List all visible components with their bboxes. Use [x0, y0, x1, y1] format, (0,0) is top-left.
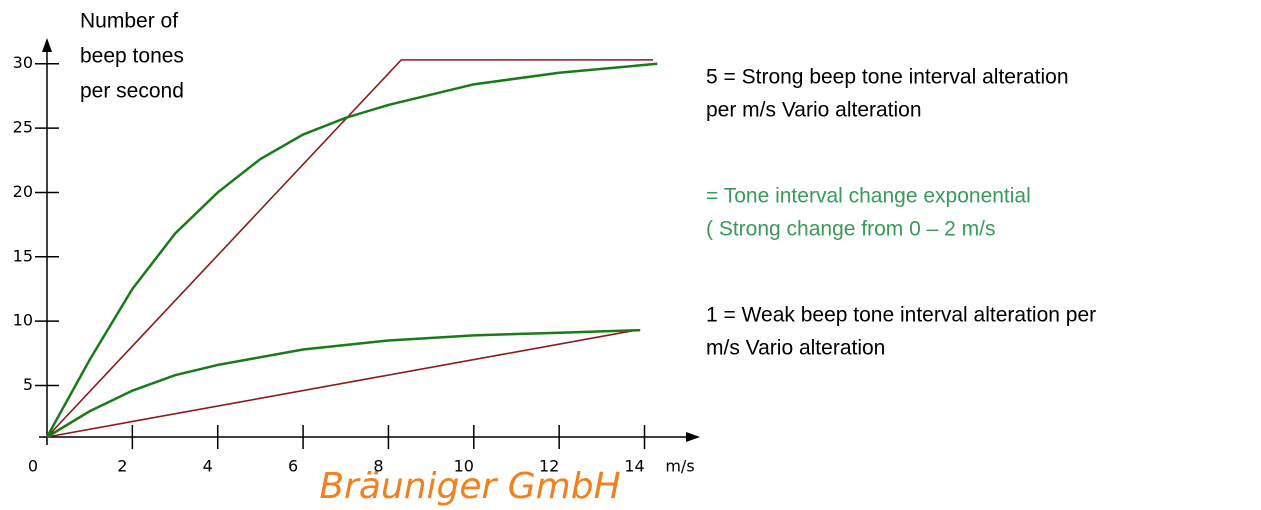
y-tick-label: 25	[13, 118, 33, 137]
x-axis-label: m/s	[665, 457, 694, 476]
annotation: m/s Vario alteration	[706, 337, 885, 360]
annotation: 5 = Strong beep tone interval alteration	[706, 66, 1069, 89]
x-tick-label: 8	[373, 457, 383, 476]
y-axis-label: beep tones	[80, 45, 184, 68]
y-axis-label: Number of	[80, 10, 178, 33]
y-tick-label: 5	[23, 375, 33, 394]
x-tick-label: 12	[539, 457, 559, 476]
x-tick-label: 2	[117, 457, 127, 476]
x-tick-label: 6	[288, 457, 298, 476]
line	[45, 62, 658, 438]
y-tick-label: 15	[13, 246, 33, 265]
y-tick-label: 10	[13, 311, 33, 330]
x-axis-arrow	[686, 432, 700, 442]
x-tick-label: 10	[454, 457, 474, 476]
y-tick-label: 20	[13, 182, 33, 201]
annotation: ( Strong change from 0 – 2 m/s	[706, 218, 995, 241]
origin-label: 0	[28, 457, 38, 476]
line	[46, 59, 654, 438]
line	[46, 329, 637, 438]
y-tick-label: 30	[13, 53, 33, 72]
x-tick-label: 4	[203, 457, 213, 476]
annotation: 1 = Weak beep tone interval alteration p…	[706, 304, 1096, 327]
annotation: = Tone interval change exponential	[706, 185, 1031, 208]
y-axis-arrow	[42, 38, 52, 52]
watermark: Bräuniger GmbH	[319, 466, 620, 507]
annotation: per m/s Vario alteration	[706, 99, 922, 122]
y-axis-label: per second	[80, 80, 184, 103]
x-tick-label: 14	[624, 457, 644, 476]
line	[46, 328, 641, 439]
